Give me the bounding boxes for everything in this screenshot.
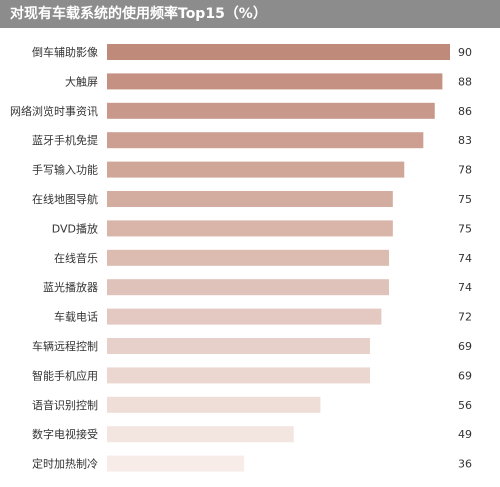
value-label: 56: [458, 399, 472, 412]
bar: [107, 279, 390, 296]
category-label: DVD播放: [52, 221, 98, 235]
bar: [107, 396, 321, 413]
category-label: 在线音乐: [54, 251, 98, 265]
value-label: 74: [458, 252, 472, 265]
value-label: 72: [458, 311, 472, 324]
category-label: 语音识别控制: [32, 398, 98, 412]
category-label: 智能手机应用: [32, 368, 98, 382]
value-label: 78: [458, 164, 472, 177]
category-label: 网络浏览时事资讯: [10, 104, 98, 118]
bar: [107, 367, 370, 384]
category-label: 倒车辅助影像: [32, 45, 98, 59]
bar: [107, 73, 443, 90]
bar: [107, 102, 435, 119]
value-label: 86: [458, 105, 472, 118]
bar: [107, 426, 294, 443]
category-label: 蓝牙手机免提: [32, 133, 98, 147]
bar: [107, 220, 393, 237]
bar: [107, 455, 245, 472]
value-label: 49: [458, 428, 472, 441]
value-label: 36: [458, 458, 472, 471]
bar: [107, 308, 382, 325]
category-label: 定时加热制冷: [32, 457, 98, 471]
chart-title: 对现有车载系统的使用频率Top15（%）: [10, 6, 267, 22]
bar: [107, 132, 424, 149]
value-label: 69: [458, 369, 472, 382]
value-label: 69: [458, 340, 472, 353]
category-label: 数字电视接受: [32, 427, 98, 441]
category-label: 手写输入功能: [32, 163, 98, 177]
value-label: 90: [458, 46, 472, 59]
bar: [107, 44, 450, 60]
value-label: 75: [458, 193, 472, 206]
category-label: 大触屏: [65, 74, 98, 88]
category-label: 车辆远程控制: [32, 339, 98, 353]
value-label: 75: [458, 222, 472, 235]
bar: [107, 338, 370, 354]
category-label: 车载电话: [54, 310, 98, 324]
category-label: 蓝光播放器: [43, 280, 98, 294]
value-label: 83: [458, 134, 472, 147]
category-label: 在线地图导航: [32, 192, 98, 206]
value-label: 74: [458, 281, 472, 294]
chart-header: 对现有车载系统的使用频率Top15（%）: [0, 0, 500, 28]
bar: [107, 249, 390, 266]
bar: [107, 161, 405, 178]
bar: [107, 191, 393, 207]
value-label: 88: [458, 75, 472, 88]
